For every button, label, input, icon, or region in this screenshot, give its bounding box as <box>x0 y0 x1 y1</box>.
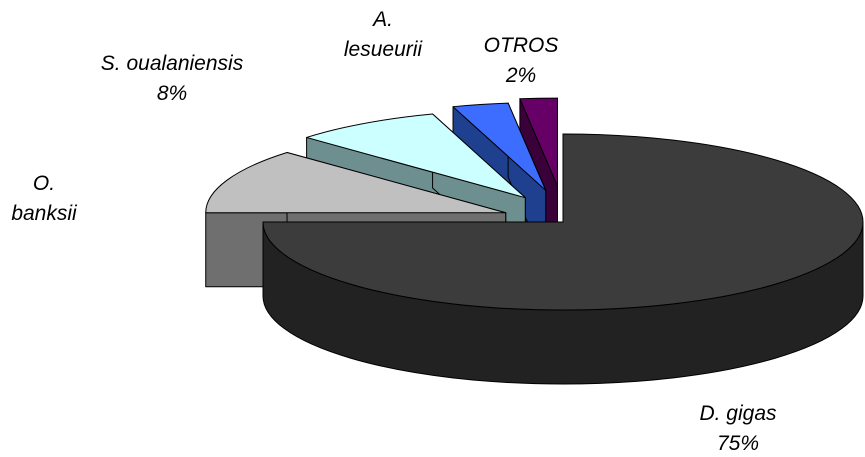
label-name-a-lesueurii-0: A. <box>371 8 393 31</box>
slice-top-a-lesueurii <box>452 102 547 191</box>
label-name-o-banksii-1: banksii <box>11 202 78 225</box>
label-name-a-lesueurii-1: lesueurii <box>344 38 424 61</box>
slice-labels: D. gigas 75% O. banksii S. oualaniensis 8% A. l… <box>11 8 777 455</box>
slice-top-o-banksii <box>205 151 507 214</box>
label-name-otros-0: OTROS <box>484 34 559 57</box>
label-value-s-oualaniensis-1: 8% <box>157 82 187 105</box>
label-name-s-oualaniensis-0: S. oualaniensis <box>101 52 244 75</box>
slice-top-d-gigas <box>262 133 864 311</box>
label-name-d-gigas-0: D. gigas <box>699 402 777 425</box>
slice-top-s-oualaniensis <box>306 113 526 199</box>
label-value-d-gigas-1: 75% <box>717 432 759 455</box>
pie-slices <box>205 97 864 385</box>
slice-top-otros <box>519 97 558 187</box>
pie-slice-d-gigas <box>262 133 864 385</box>
label-name-o-banksii-0: O. <box>33 172 55 195</box>
label-value-otros-1: 2% <box>505 64 536 87</box>
